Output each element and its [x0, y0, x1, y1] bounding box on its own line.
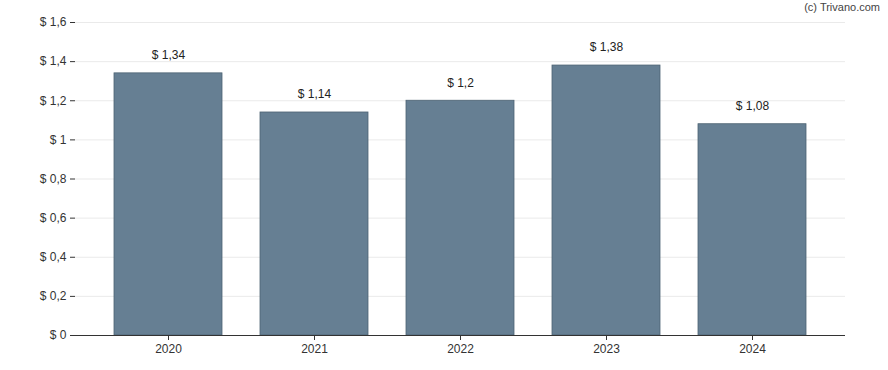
svg-text:$ 1,2: $ 1,2	[40, 94, 67, 108]
svg-text:$ 1,4: $ 1,4	[40, 54, 67, 68]
svg-text:$ 1,34: $ 1,34	[152, 48, 186, 62]
svg-text:$ 1,38: $ 1,38	[590, 40, 624, 54]
svg-text:$ 0: $ 0	[50, 328, 67, 342]
html-text:(c) Trivano.com: (c) Trivano.com	[804, 1, 880, 13]
svg-text:2021: 2021	[301, 342, 328, 356]
svg-text:2022: 2022	[447, 342, 474, 356]
svg-text:$ 0,4: $ 0,4	[40, 250, 67, 264]
svg-text:$ 1,6: $ 1,6	[40, 15, 67, 29]
svg-text:$ 1,2: $ 1,2	[447, 76, 474, 90]
svg-text:$ 0,8: $ 0,8	[40, 172, 67, 186]
svg-text:2023: 2023	[593, 342, 620, 356]
svg-text:$ 1,08: $ 1,08	[736, 99, 770, 113]
svg-text:2024: 2024	[739, 342, 766, 356]
svg-text:2020: 2020	[155, 342, 182, 356]
svg-text:$ 0,6: $ 0,6	[40, 211, 67, 225]
svg-text:$ 0,2: $ 0,2	[40, 289, 67, 303]
svg-text:$ 1,14: $ 1,14	[298, 87, 332, 101]
svg-text:$ 1: $ 1	[50, 133, 67, 147]
